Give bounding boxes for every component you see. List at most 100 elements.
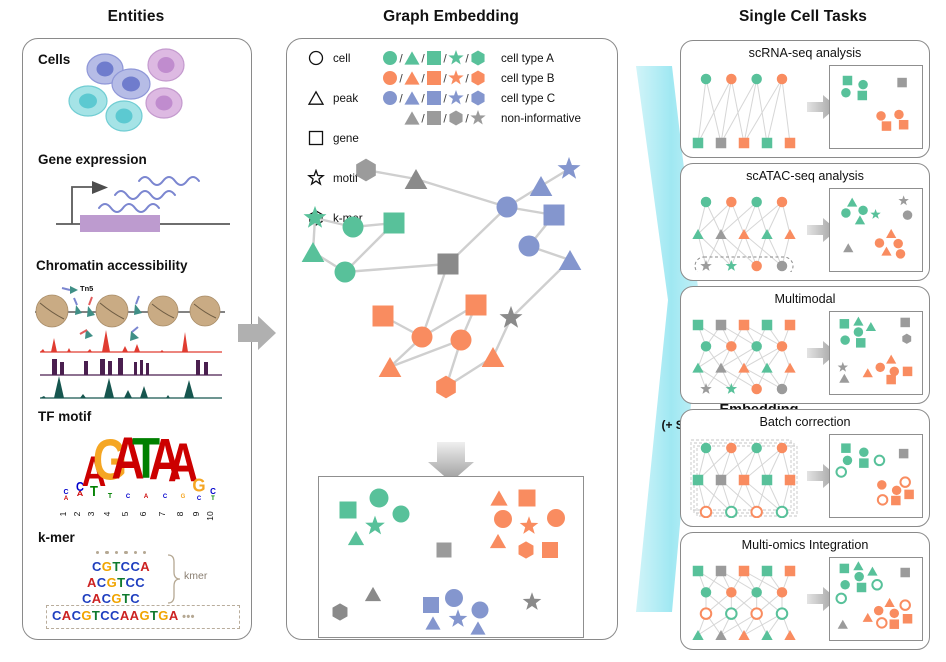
task-graph-edge — [697, 570, 732, 593]
node-triangle — [865, 322, 877, 332]
node-triangle — [692, 229, 704, 239]
task-graph-edge — [730, 447, 745, 481]
svg-text:G: G — [93, 428, 127, 492]
node-square — [855, 338, 866, 348]
node-square — [891, 495, 901, 506]
embedding-scatter-points — [332, 488, 565, 635]
node-square — [465, 294, 487, 316]
node-square — [427, 51, 441, 65]
color-legend-label: cell type B — [501, 71, 555, 85]
node-circle — [411, 326, 433, 348]
node-circle — [700, 196, 712, 208]
legend-separator: / — [443, 72, 447, 86]
node-square — [692, 319, 704, 331]
shape-legend: cellpeakgenemotifk-mer — [306, 48, 363, 226]
node-triangle — [761, 229, 773, 239]
node-circle — [842, 455, 853, 466]
task-title: scRNA-seq analysis — [748, 46, 862, 60]
node-square — [839, 319, 850, 329]
svg-text:3: 3 — [86, 511, 96, 516]
node-triangle — [715, 630, 727, 640]
node-star — [499, 305, 523, 328]
graph-network — [301, 156, 582, 399]
color-legend-shapes: / / / / — [383, 49, 485, 66]
task-scatter-points — [835, 561, 913, 629]
entities-card — [22, 38, 252, 640]
task-graph-edge — [743, 613, 783, 636]
node-square — [898, 448, 909, 459]
node-square — [761, 474, 773, 486]
node-circle — [494, 510, 512, 528]
node-triangle — [761, 630, 773, 640]
node-star — [557, 156, 581, 179]
task-card-3[interactable]: Batch correction — [680, 409, 930, 527]
svg-text:8: 8 — [175, 511, 185, 516]
task-graph-edge — [781, 78, 791, 144]
node-square — [738, 565, 750, 577]
task-graph-edge — [766, 447, 783, 481]
circle-outline-icon — [308, 50, 324, 66]
graph-edge — [389, 338, 462, 369]
color-legend-row-0: / / / / cell type A — [382, 48, 581, 68]
node-circle — [699, 607, 713, 620]
task-card-2[interactable]: Multimodal — [680, 286, 930, 404]
node-circle — [751, 587, 762, 598]
node-circle — [876, 494, 889, 506]
node-square — [436, 542, 452, 558]
node-triangle — [404, 51, 420, 65]
node-circle — [750, 607, 763, 620]
node-square — [542, 542, 558, 558]
node-square — [383, 212, 405, 234]
task-graph-edge — [720, 345, 757, 369]
node-square — [738, 474, 750, 486]
task-card-4[interactable]: Multi-omics Integration — [680, 532, 930, 650]
node-hexagon — [332, 603, 348, 621]
node-circle — [725, 505, 738, 518]
node-triangle — [404, 71, 420, 85]
svg-text:T: T — [108, 493, 113, 500]
node-circle — [776, 587, 788, 598]
task-graph-edge — [743, 233, 783, 267]
task-graph-edge — [720, 613, 757, 636]
node-star — [307, 169, 325, 186]
node-circle — [873, 605, 884, 616]
node-square — [859, 458, 869, 468]
task-graph-edge — [720, 447, 758, 481]
node-hexagon — [356, 158, 376, 182]
node-star — [898, 195, 909, 206]
node-square — [372, 305, 394, 327]
shape-legend-label: cell — [333, 51, 351, 65]
svg-text:1: 1 — [58, 511, 68, 516]
node-circle — [873, 454, 886, 467]
kmer-sequence-3: CACGTC — [82, 591, 141, 606]
node-hexagon — [449, 110, 463, 126]
node-triangle — [886, 228, 897, 238]
tn5-label: Tn5 — [80, 284, 94, 293]
node-circle — [875, 362, 885, 373]
triangle-outline-icon — [307, 90, 325, 105]
node-triangle — [558, 250, 582, 270]
task-title: Multi-omics Integration — [741, 538, 869, 552]
legend-separator: / — [421, 52, 425, 66]
node-circle — [342, 216, 364, 238]
node-hexagon — [471, 90, 485, 106]
node-square — [308, 130, 324, 146]
task-graph-edge — [730, 201, 745, 235]
task-graph-edge — [697, 233, 707, 267]
node-star — [700, 382, 712, 394]
node-triangle — [490, 490, 508, 506]
task-graph-edge — [743, 324, 783, 347]
task-graph-edge — [781, 233, 791, 267]
node-circle — [899, 599, 911, 611]
task-card-0[interactable]: scRNA-seq analysis — [680, 40, 930, 158]
node-square — [692, 474, 704, 486]
task-graph-edge — [743, 570, 783, 593]
node-circle — [871, 579, 883, 591]
node-circle — [547, 509, 565, 527]
section-title-entities: Entities — [107, 8, 165, 25]
svg-text:A: A — [82, 449, 107, 496]
task-card-1[interactable]: scATAC-seq analysis — [680, 163, 930, 281]
task-graph-edge — [781, 201, 791, 235]
node-square — [715, 137, 727, 149]
